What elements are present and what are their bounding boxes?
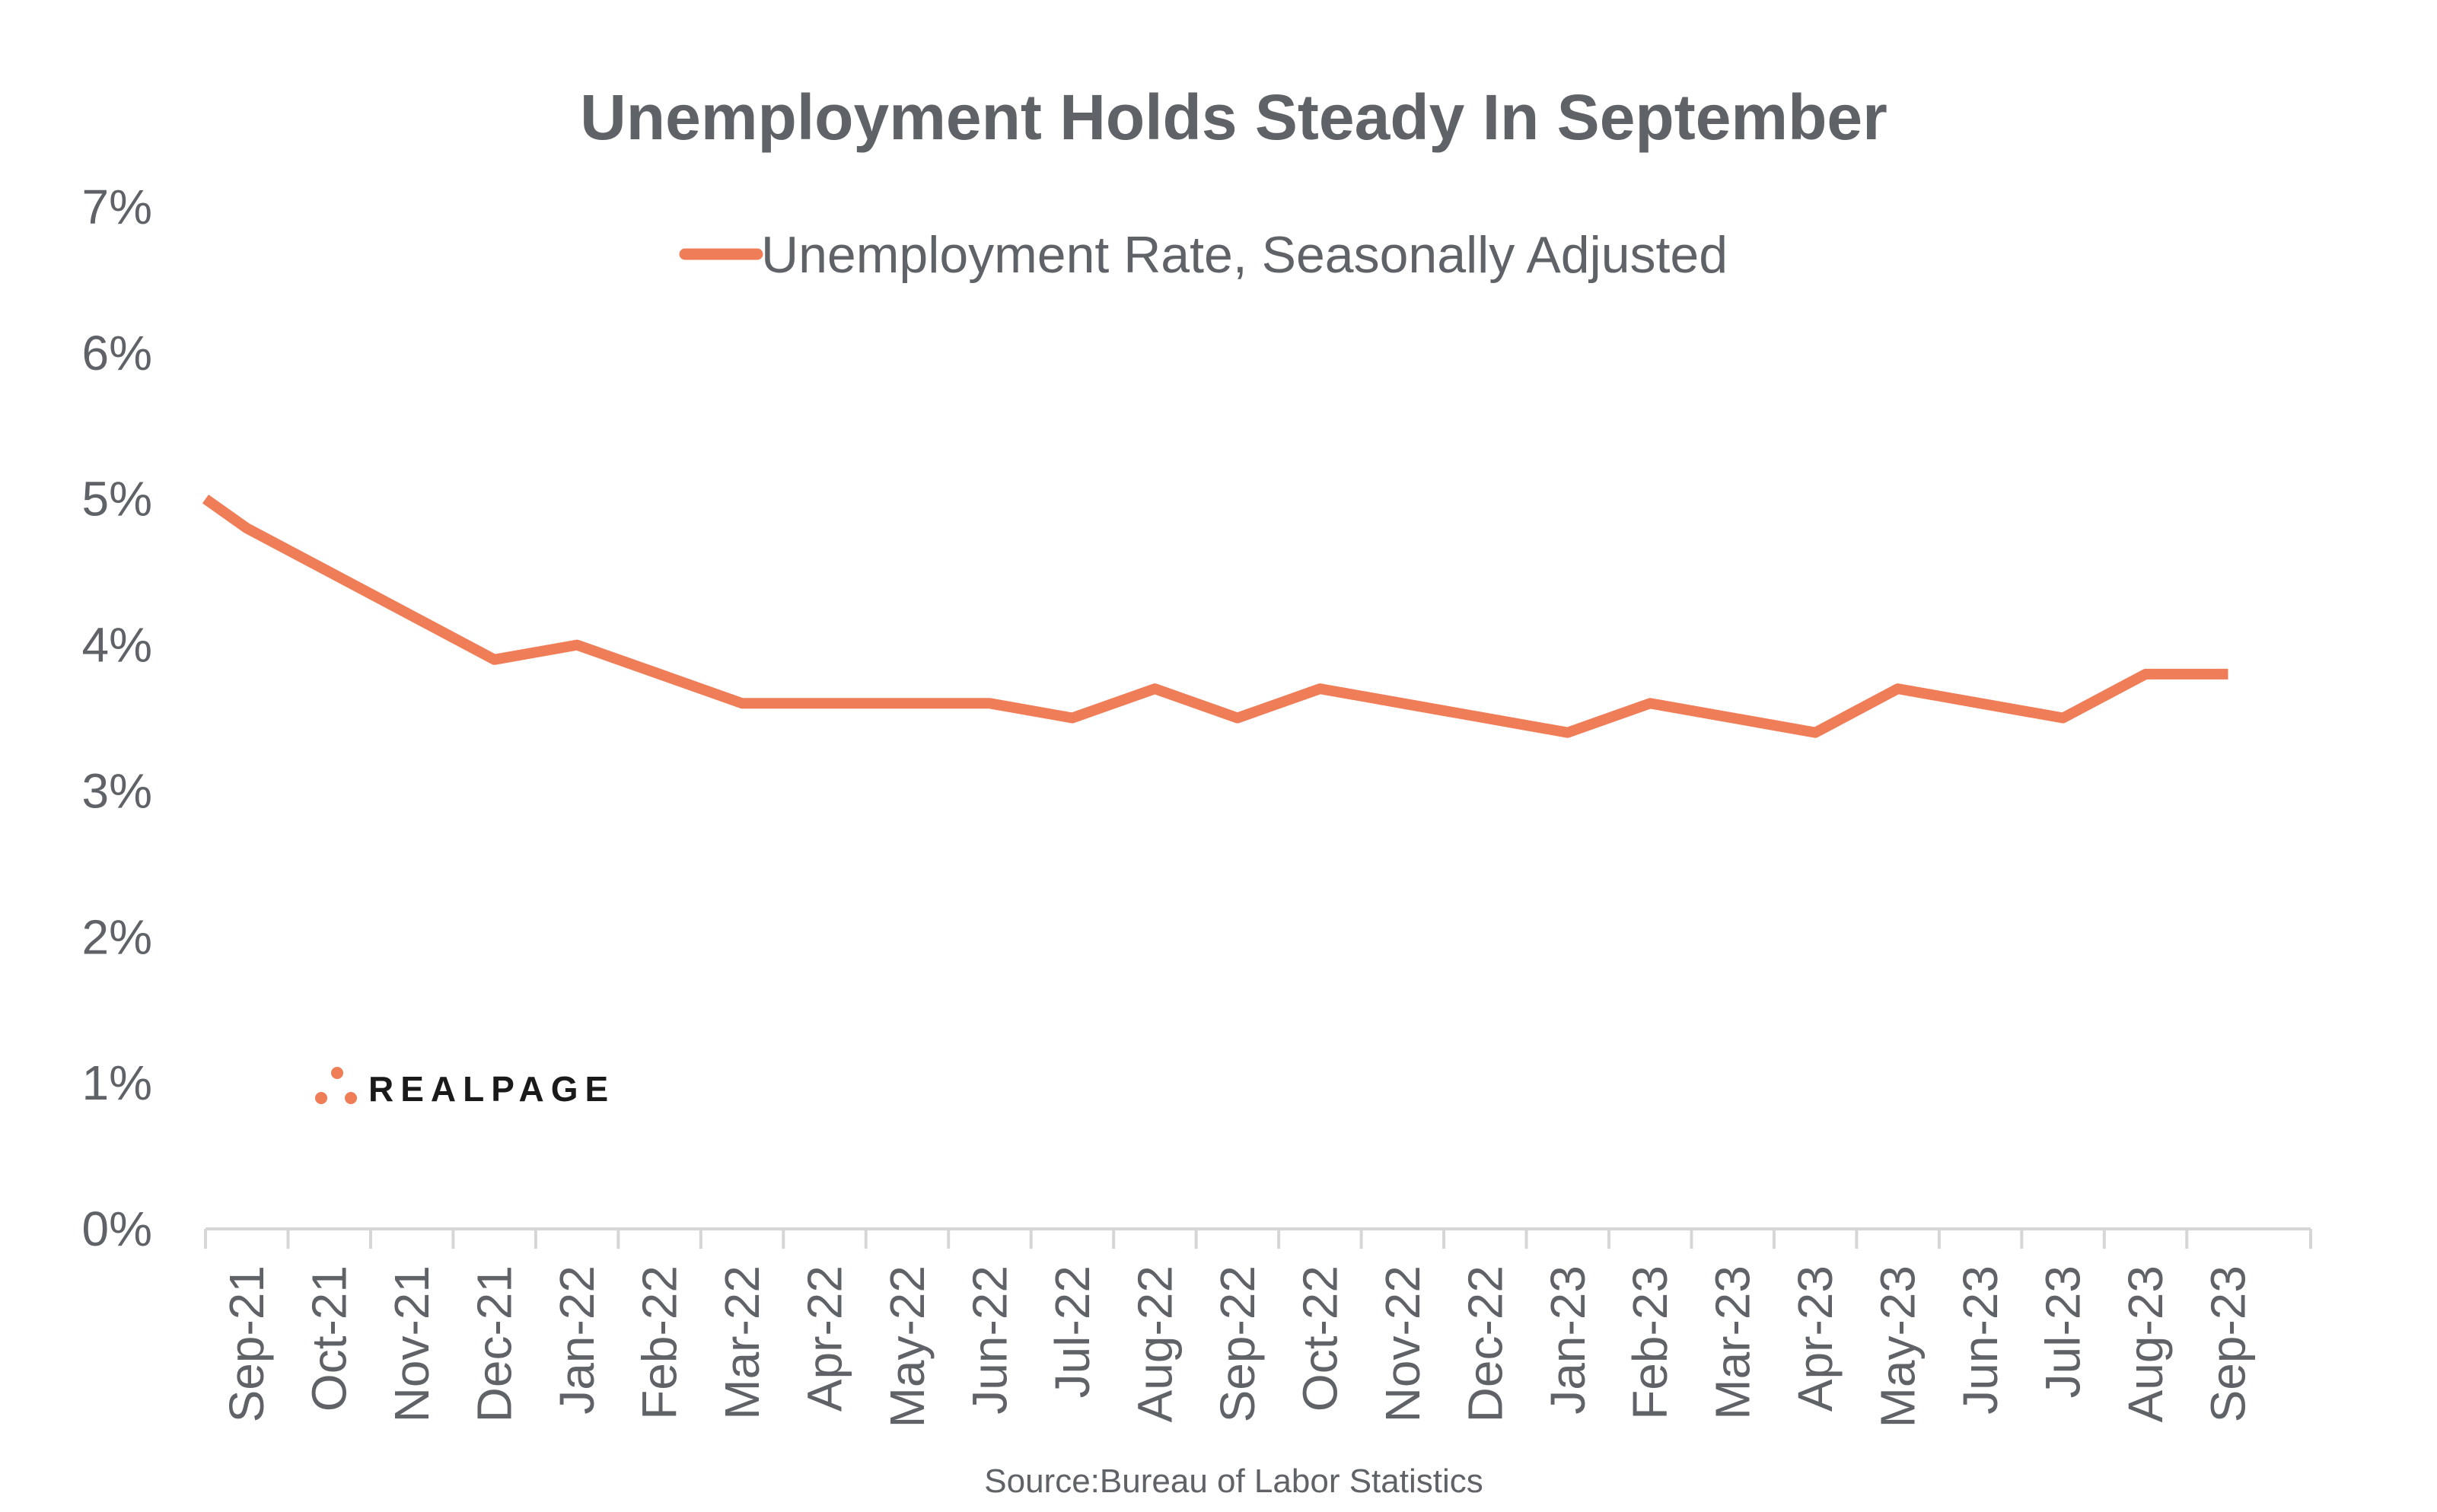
x-tick-label: Oct-21: [302, 1265, 357, 1412]
series-line: [202, 494, 2228, 738]
x-tick-label: Mar-22: [715, 1265, 769, 1420]
x-tick-label: Feb-22: [632, 1265, 687, 1420]
x-tick-label: Mar-23: [1706, 1265, 1760, 1420]
source-label: Source:Bureau of Labor Statistics: [984, 1463, 1483, 1500]
y-tick-label: 1%: [82, 1055, 153, 1110]
x-axis: Sep-21 Oct-21 Nov-21 Dec-21 Jan-22 Feb-22 Mar-…: [204, 1227, 2312, 1428]
realpage-logo-dots-icon: [315, 1067, 357, 1104]
x-tick-label: Oct-22: [1292, 1265, 1347, 1412]
x-tick-label: Jan-22: [550, 1265, 604, 1415]
x-tick-label: Aug-23: [2118, 1265, 2173, 1422]
x-tick-label: Jul-22: [1045, 1265, 1100, 1398]
y-tick-label: 7%: [82, 180, 153, 234]
x-tick-label: Sep-23: [2201, 1265, 2256, 1422]
x-tick-label: Nov-22: [1375, 1265, 1430, 1422]
x-tick-label: Jun-22: [962, 1265, 1017, 1415]
x-tick-label: Aug-22: [1127, 1265, 1182, 1422]
x-tick-label: Feb-23: [1623, 1265, 1677, 1420]
x-tick-label: Sep-21: [219, 1265, 274, 1422]
y-axis: 0% 1% 2% 3% 4% 5% 6% 7%: [82, 180, 153, 1256]
x-tick-label: May-23: [1871, 1265, 1926, 1428]
x-tick-label: Jul-23: [2036, 1265, 2091, 1398]
x-tick-label: Jan-23: [1540, 1265, 1595, 1415]
x-tick-label: Nov-21: [384, 1265, 439, 1422]
x-tick-label: Apr-22: [798, 1265, 852, 1412]
legend: Unemployment Rate, Seasonally Adjusted: [679, 226, 1728, 284]
x-tick-label: Dec-22: [1457, 1265, 1512, 1422]
y-tick-label: 2%: [82, 909, 153, 964]
x-tick-label: Dec-21: [467, 1265, 522, 1422]
chart-title: Unemployment Holds Steady In September: [580, 81, 1887, 153]
y-tick-label: 0%: [82, 1202, 153, 1256]
x-tick-label: May-22: [880, 1265, 935, 1428]
x-tick-label: Sep-22: [1210, 1265, 1265, 1422]
x-tick-label: Apr-23: [1788, 1265, 1843, 1412]
legend-label: Unemployment Rate, Seasonally Adjusted: [761, 226, 1728, 284]
y-tick-label: 3%: [82, 763, 153, 818]
plot-area: [202, 494, 2228, 738]
realpage-logo: REALPAGE: [315, 1067, 615, 1109]
y-tick-label: 5%: [82, 472, 153, 527]
y-tick-label: 6%: [82, 326, 153, 380]
y-tick-label: 4%: [82, 618, 153, 673]
realpage-logo-text: REALPAGE: [368, 1069, 615, 1109]
x-tick-label: Jun-23: [1953, 1265, 2008, 1415]
